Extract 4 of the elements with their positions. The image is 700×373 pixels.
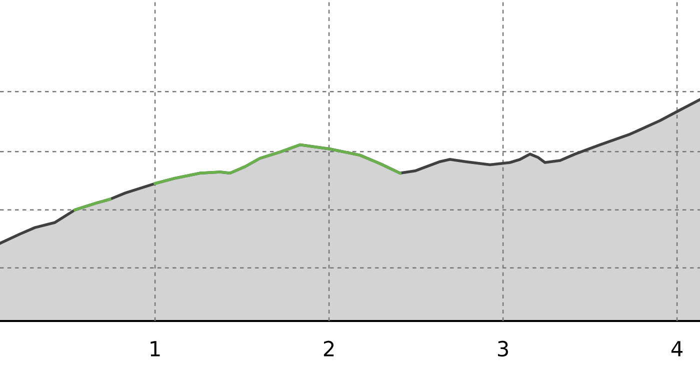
x-tick-label: 1 [150, 341, 160, 356]
x-tick-label: 4 [671, 341, 682, 356]
x-tick-label: 2 [324, 340, 334, 356]
x-tick-label: 3 [498, 340, 508, 357]
